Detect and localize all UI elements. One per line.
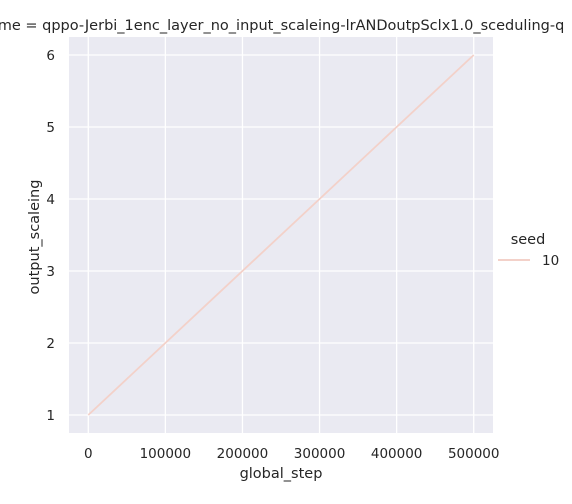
x-tick-label: 100000: [140, 446, 192, 462]
y-tick-label: 2: [46, 336, 55, 352]
y-tick-labels: 1 2 3 4 5 6: [46, 48, 55, 424]
x-tick-label: 0: [84, 446, 93, 462]
series-line-10: [87, 54, 475, 416]
series-lines: [87, 54, 475, 416]
y-tick-label: 3: [46, 264, 55, 280]
legend-title: seed: [511, 232, 546, 248]
y-tick-label: 5: [46, 120, 55, 136]
chart-title: me = qppo-Jerbi_1enc_layer_no_input_scal…: [0, 18, 564, 34]
x-tick-labels: 0 100000 200000 300000 400000 500000: [84, 446, 500, 462]
grid-lines: [69, 37, 493, 433]
y-tick-label: 6: [46, 48, 55, 64]
legend-label-10: 10: [542, 253, 559, 269]
y-axis-label: output_scaleing: [27, 180, 43, 295]
x-tick-label: 400000: [371, 446, 423, 462]
x-tick-label: 200000: [217, 446, 269, 462]
legend: seed 10: [498, 232, 559, 269]
y-tick-label: 4: [46, 192, 55, 208]
x-axis-label: global_step: [240, 466, 323, 482]
x-tick-label: 300000: [294, 446, 346, 462]
y-tick-label: 1: [46, 408, 55, 424]
x-tick-label: 500000: [448, 446, 500, 462]
